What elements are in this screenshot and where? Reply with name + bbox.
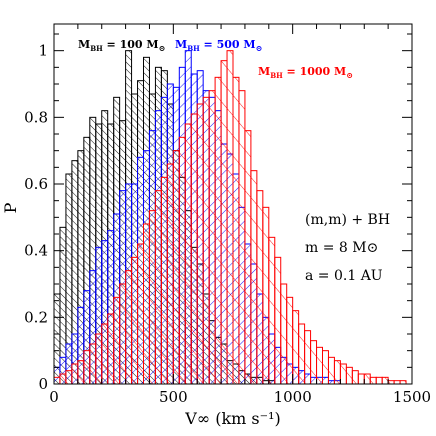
x-tick-label: 1500 bbox=[393, 388, 431, 406]
legend-entry-1: MBH = 500 M⊙ bbox=[175, 38, 262, 53]
series-2-fill bbox=[54, 50, 407, 384]
annotation-mass: m = 8 M⊙ bbox=[305, 240, 378, 256]
x-tick-label: 0 bbox=[49, 388, 59, 406]
y-tick-label: 1 bbox=[38, 42, 48, 60]
legend-entry-0: MBH = 100 M⊙ bbox=[78, 38, 165, 53]
y-axis-label: P bbox=[1, 202, 20, 213]
y-tick-label: 0.2 bbox=[24, 308, 48, 326]
annotation-separation: a = 0.1 AU bbox=[305, 268, 383, 284]
plot-frame bbox=[53, 23, 413, 385]
series-layer bbox=[54, 50, 407, 384]
series-2 bbox=[54, 50, 407, 384]
legend: MBH = 100 M⊙ MBH = 500 M⊙ MBH = 1000 M⊙ bbox=[78, 38, 353, 80]
y-tick-label: 0.8 bbox=[24, 108, 48, 126]
y-tick-label: 0.4 bbox=[24, 242, 48, 260]
tick-layer bbox=[53, 24, 413, 385]
x-tick-label: 500 bbox=[159, 388, 188, 406]
y-tick-label: 0 bbox=[38, 375, 48, 393]
x-axis-label: V∞ (km s⁻¹) bbox=[184, 409, 280, 428]
x-tick-label: 1000 bbox=[274, 388, 312, 406]
y-tick-label: 0.6 bbox=[24, 175, 48, 193]
annotation-system: (m,m) + BH bbox=[305, 212, 390, 228]
tick-label-layer: 0 500 1000 1500 0 0.2 0.4 0.6 0.8 1 bbox=[24, 42, 431, 406]
legend-entry-2: MBH = 1000 M⊙ bbox=[258, 65, 353, 80]
